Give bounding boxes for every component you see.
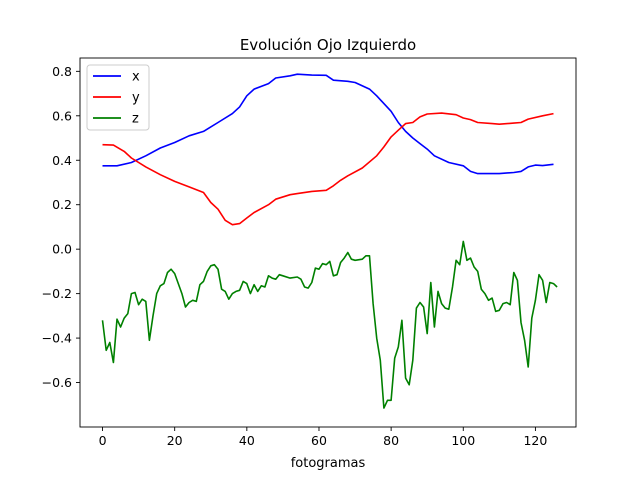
axes-frame (79, 57, 577, 428)
y-tick-label: −0.6 (42, 375, 72, 390)
x-tick-label: 20 (167, 433, 183, 448)
y-tick-label: −0.4 (42, 331, 72, 346)
legend-label-x: x (132, 70, 140, 85)
x-tick-label: 60 (311, 433, 327, 448)
y-tick-label: 0.8 (52, 64, 72, 79)
series-line-z (101, 240, 558, 409)
legend-label-z: z (132, 112, 139, 127)
x-tick-label: 80 (383, 433, 399, 448)
y-tick-label: 0.4 (52, 153, 72, 168)
y-tick-label: 0.6 (52, 108, 72, 123)
y-tick-label: 0.2 (52, 197, 72, 212)
series-line-y (102, 112, 554, 226)
chart-title: Evolución Ojo Izquierdo (240, 36, 416, 54)
x-tick-label: 0 (99, 433, 107, 448)
x-axis-label: fotogramas (291, 456, 366, 471)
series-line-x (102, 73, 554, 175)
x-tick-label: 40 (239, 433, 255, 448)
legend: xyz (86, 64, 150, 131)
y-tick-label: −0.2 (42, 286, 72, 301)
plot-area: 0 20 40 60 80 100 120 −0.6 −0.4 −0.2 0.0 0.2 0.4 0.6 0… (42, 57, 577, 448)
legend-label-y: y (132, 91, 140, 106)
x-tick-label: 100 (451, 433, 475, 448)
x-tick-label: 120 (523, 433, 547, 448)
y-tick-label: 0.0 (52, 242, 72, 257)
